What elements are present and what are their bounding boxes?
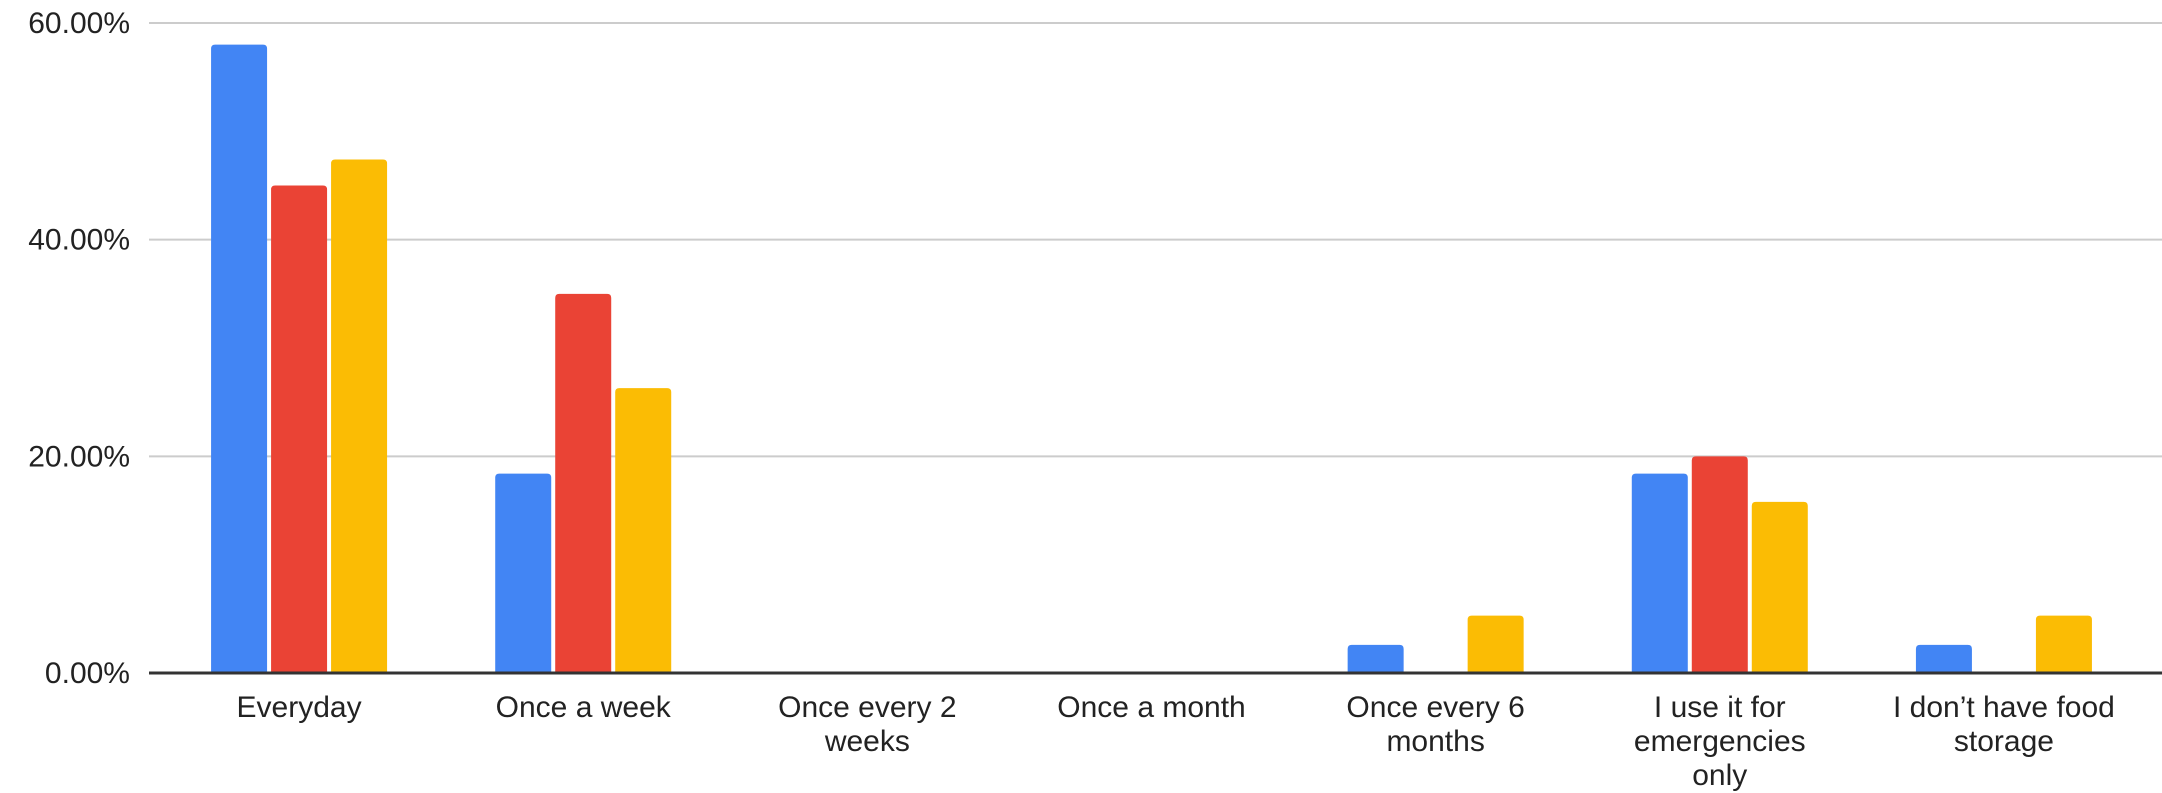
bar-series-1-cat-5 — [1347, 644, 1404, 673]
x-tick-label-line: only — [1692, 759, 1747, 792]
x-tick-label-line: emergencies — [1634, 725, 1806, 758]
x-tick-label-line: I use it for — [1654, 691, 1786, 724]
bar-series-3-cat-5 — [1467, 615, 1524, 673]
x-tick-label-line: Once every 2 — [778, 691, 956, 724]
x-tick-label: Once a month — [1057, 691, 1245, 724]
x-axis-ticks: Everyday Once a week Once every 2 weeksOnce… — [237, 691, 2115, 792]
bar-series-1-cat-7 — [1915, 644, 1972, 673]
y-tick-label: 0.00% — [45, 657, 130, 690]
bar-series-2-cat-6 — [1691, 456, 1748, 673]
x-tick-label-line: months — [1386, 725, 1484, 758]
y-axis-ticks: 0.00% 20.00% 40.00% 60.00% — [28, 7, 130, 690]
bar-series-1-cat-2 — [495, 473, 552, 673]
x-tick-label: Once every 2 weeks — [778, 691, 956, 758]
x-tick-label: Everyday — [237, 691, 362, 724]
bar-series-2-cat-2 — [555, 293, 612, 673]
bar-series-3-cat-7 — [2035, 615, 2092, 673]
y-tick-label: 20.00% — [28, 440, 130, 473]
x-tick-label-line: I don’t have food — [1893, 691, 2115, 724]
x-tick-label: Once every 6 months — [1346, 691, 1524, 758]
x-tick-label-line: Once every 6 — [1346, 691, 1524, 724]
y-tick-label: 60.00% — [28, 7, 130, 40]
x-tick-label: I don’t have food storage — [1893, 691, 2115, 758]
y-tick-label: 40.00% — [28, 224, 130, 257]
bar-series-1-cat-1 — [211, 44, 268, 673]
x-tick-label-line: weeks — [824, 725, 910, 758]
x-tick-label: I use it for emergencies only — [1634, 691, 1806, 792]
bar-series-3-cat-1 — [331, 159, 388, 673]
bar-series-2-cat-1 — [271, 185, 328, 673]
x-tick-label-line: Once a month — [1057, 691, 1245, 724]
bar-series-3-cat-2 — [615, 388, 672, 673]
x-tick-label: Once a week — [496, 691, 672, 724]
bars — [211, 44, 2092, 673]
gridlines — [149, 22, 2162, 458]
x-tick-label-line: Once a week — [496, 691, 672, 724]
x-tick-label-line: storage — [1954, 725, 2054, 758]
bar-series-1-cat-6 — [1631, 473, 1688, 673]
bar-series-3-cat-6 — [1751, 501, 1808, 673]
x-tick-label-line: Everyday — [237, 691, 362, 724]
